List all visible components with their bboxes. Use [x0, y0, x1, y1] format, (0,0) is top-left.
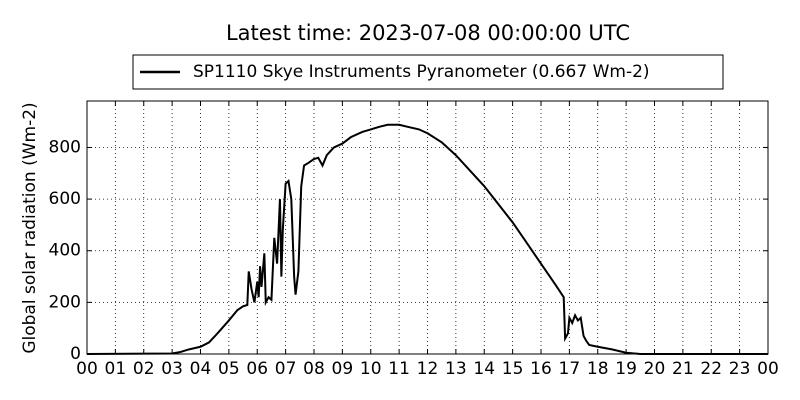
x-tick-label: 21: [672, 359, 694, 379]
x-tick-label: 06: [246, 359, 268, 379]
x-tick-label: 23: [729, 359, 751, 379]
x-tick-label: 15: [502, 359, 524, 379]
y-tick-label: 200: [49, 292, 81, 312]
x-tick-label: 08: [303, 359, 325, 379]
x-tick-label: 14: [473, 359, 495, 379]
y-tick-label: 600: [49, 189, 81, 209]
y-tick-label: 800: [49, 137, 81, 157]
plot-frame: [86, 100, 769, 355]
chart-title: Latest time: 2023-07-08 00:00:00 UTC: [226, 21, 630, 45]
legend-label: SP1110 Skye Instruments Pyranometer (0.6…: [193, 62, 650, 82]
x-tick-label: 07: [275, 359, 297, 379]
x-tick-label: 04: [190, 359, 212, 379]
x-tick-label: 02: [133, 359, 155, 379]
x-tick-label: 22: [700, 359, 722, 379]
x-tick-label: 18: [587, 359, 609, 379]
x-tick-label: 13: [445, 359, 467, 379]
y-axis-label: Global solar radiation (Wm-2): [20, 102, 40, 353]
x-tick-label: 19: [615, 359, 637, 379]
x-tick-label: 05: [218, 359, 240, 379]
legend-box: [132, 54, 724, 90]
x-tick-label: 10: [360, 359, 382, 379]
x-tick-label: 20: [644, 359, 666, 379]
y-tick-label: 400: [49, 241, 81, 261]
x-tick-label: 12: [417, 359, 439, 379]
y-tick-label: 0: [70, 344, 81, 364]
x-tick-label: 17: [559, 359, 581, 379]
x-tick-label: 09: [332, 359, 354, 379]
x-tick-label: 16: [530, 359, 552, 379]
x-tick-label: 00: [76, 359, 98, 379]
x-tick-label: 11: [388, 359, 410, 379]
x-tick-label: 01: [105, 359, 127, 379]
data-line: [86, 123, 768, 355]
x-tick-label: 03: [161, 359, 183, 379]
x-tick-label: 00: [757, 359, 779, 379]
